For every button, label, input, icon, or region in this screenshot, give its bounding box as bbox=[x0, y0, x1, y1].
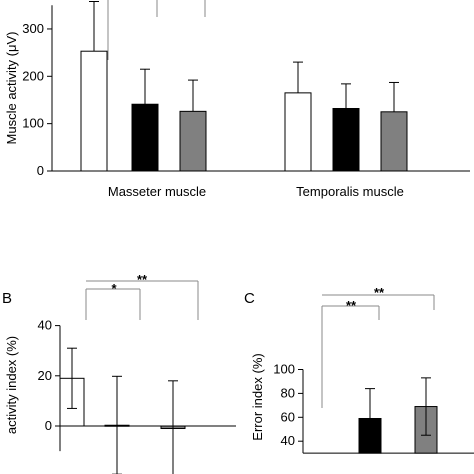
panel-a-y-tick-label: 0 bbox=[37, 163, 44, 178]
panel-c-y-tick-label: 80 bbox=[281, 385, 295, 400]
panel-a-y-tick-label: 200 bbox=[22, 68, 44, 83]
panel-a-bar bbox=[80, 50, 108, 172]
panel-a-bar bbox=[179, 110, 207, 172]
panel-c-y-tick-label: 60 bbox=[281, 409, 295, 424]
panel-a-bar bbox=[131, 103, 159, 172]
panel-a-bar bbox=[284, 92, 312, 172]
panel-c-y-tick-label: 100 bbox=[273, 362, 295, 377]
panel-b-y-tick-label: 0 bbox=[45, 418, 52, 433]
panel-c-significance-star-2: ** bbox=[374, 285, 385, 300]
panel-b-y-axis-label: activity index (%) bbox=[4, 336, 19, 434]
panel-a-bar bbox=[332, 107, 360, 172]
panel-b-letter: B bbox=[2, 290, 12, 307]
panel-a-category-label-temporalis: Temporalis muscle bbox=[296, 184, 404, 199]
panel-a-y-tick-label: 100 bbox=[22, 116, 44, 131]
panel-a-category-label-masseter: Masseter muscle bbox=[108, 184, 206, 199]
panel-b-y-tick-label: 40 bbox=[38, 318, 52, 333]
panel-a-y-axis-label: Muscle activity (μV) bbox=[4, 32, 19, 145]
panel-b-y-tick-label: 20 bbox=[38, 368, 52, 383]
panel-a-y-tick-label: 300 bbox=[22, 21, 44, 36]
panel-b-significance-star-2: ** bbox=[137, 272, 148, 287]
plot-area: 0 100 200 300 0 20 40 40 60 80 100 bbox=[22, 0, 474, 474]
panel-a-bar bbox=[380, 111, 408, 172]
panel-c-y-axis-label: Error index (%) bbox=[250, 353, 265, 440]
panel-c-y-tick-label: 40 bbox=[281, 433, 295, 448]
panel-c-letter: C bbox=[244, 290, 255, 307]
